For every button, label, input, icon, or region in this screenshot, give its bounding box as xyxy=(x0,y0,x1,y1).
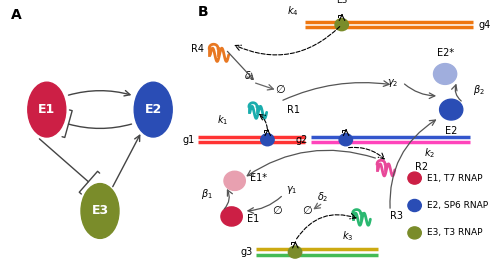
Text: E3: E3 xyxy=(336,0,347,5)
Circle shape xyxy=(224,171,246,190)
Text: g1: g1 xyxy=(183,135,195,145)
Circle shape xyxy=(335,19,348,31)
Circle shape xyxy=(81,184,119,238)
Text: E3: E3 xyxy=(92,204,108,218)
Text: R1: R1 xyxy=(286,105,300,115)
Circle shape xyxy=(134,82,172,137)
Circle shape xyxy=(434,64,456,84)
Circle shape xyxy=(28,82,66,137)
Text: $\gamma_1$: $\gamma_1$ xyxy=(286,184,298,196)
Circle shape xyxy=(260,134,274,146)
Text: $\beta_2$: $\beta_2$ xyxy=(472,83,484,97)
Text: E1*: E1* xyxy=(250,173,267,183)
Text: E1, T7 RNAP: E1, T7 RNAP xyxy=(427,174,482,182)
Text: $k_3$: $k_3$ xyxy=(342,229,353,242)
Text: R4: R4 xyxy=(191,44,204,54)
Text: $k_2$: $k_2$ xyxy=(424,147,436,160)
Text: $\delta_2$: $\delta_2$ xyxy=(318,190,329,204)
Text: g4: g4 xyxy=(478,20,491,30)
Text: E1: E1 xyxy=(247,214,259,224)
Text: A: A xyxy=(10,8,22,22)
Text: $\varnothing$: $\varnothing$ xyxy=(272,204,283,216)
Text: $\delta_1$: $\delta_1$ xyxy=(244,70,256,83)
Text: $\varnothing$: $\varnothing$ xyxy=(275,83,286,95)
Circle shape xyxy=(288,246,302,258)
Circle shape xyxy=(339,134,352,146)
Text: E2: E2 xyxy=(144,103,162,116)
Text: $\varnothing$: $\varnothing$ xyxy=(302,204,314,216)
Circle shape xyxy=(408,199,422,212)
Text: $\beta_1$: $\beta_1$ xyxy=(201,187,213,201)
Text: R2: R2 xyxy=(414,162,428,172)
Text: $k_1$: $k_1$ xyxy=(217,114,228,127)
Text: $\gamma_2$: $\gamma_2$ xyxy=(387,77,398,89)
Text: E2: E2 xyxy=(445,126,458,136)
Circle shape xyxy=(440,99,463,120)
Text: E2*: E2* xyxy=(436,48,454,58)
Text: E1: E1 xyxy=(38,103,56,116)
Text: E3, T3 RNAP: E3, T3 RNAP xyxy=(427,229,482,237)
Text: E2, SP6 RNAP: E2, SP6 RNAP xyxy=(427,201,488,210)
Text: B: B xyxy=(198,5,208,19)
Text: $k_4$: $k_4$ xyxy=(287,4,298,18)
Circle shape xyxy=(408,227,422,239)
Text: g2: g2 xyxy=(296,135,308,145)
Text: g3: g3 xyxy=(240,247,253,257)
Circle shape xyxy=(221,207,242,226)
Text: R3: R3 xyxy=(390,212,403,221)
Circle shape xyxy=(408,172,422,184)
